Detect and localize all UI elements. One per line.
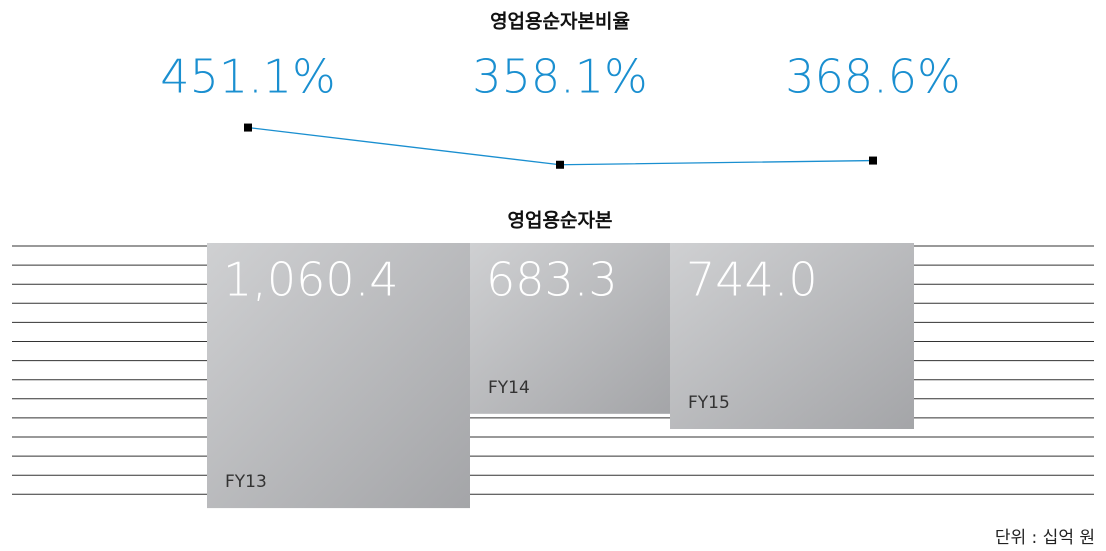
bar: [207, 243, 470, 509]
category-label: FY14: [488, 378, 530, 398]
bar: [670, 243, 914, 429]
line-title: 영업용순자본비율: [490, 11, 630, 33]
bar-value-label: 1,060.4: [223, 253, 399, 307]
unit-note: 단위 : 십억 원: [995, 528, 1095, 548]
bar-value-label: 683.3: [486, 253, 618, 307]
ratio-point: [869, 156, 877, 165]
ratio-point: [244, 123, 252, 132]
ratio-point: [556, 160, 564, 169]
ratio-label: 451.1%: [160, 50, 335, 104]
bar: [470, 243, 670, 414]
ratio-line: [247, 126, 874, 166]
category-label: FY13: [225, 472, 267, 492]
bar-title: 영업용순자본: [508, 210, 613, 232]
bar-value-label: 744.0: [686, 253, 818, 307]
category-label: FY15: [688, 393, 730, 413]
ratio-label: 358.1%: [472, 50, 647, 104]
ratio-label: 368.6%: [785, 50, 960, 104]
